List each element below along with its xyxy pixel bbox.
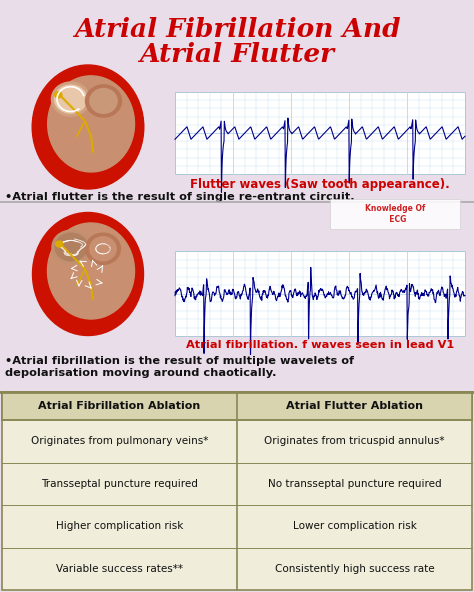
Ellipse shape (55, 92, 62, 98)
Text: Variable success rates**: Variable success rates** (56, 564, 183, 574)
Text: Consistently high success rate: Consistently high success rate (275, 564, 434, 574)
Text: •Atrial flutter is the result of single re-entrant circuit.: •Atrial flutter is the result of single … (5, 192, 355, 202)
Text: Flutter waves (Saw tooth appearance).: Flutter waves (Saw tooth appearance). (190, 178, 450, 191)
Bar (2, 392, 472, 420)
Text: Originates from pulmonary veins*: Originates from pulmonary veins* (31, 436, 208, 446)
Text: No transseptal puncture required: No transseptal puncture required (268, 479, 441, 489)
Text: Transseptal puncture required: Transseptal puncture required (41, 479, 198, 489)
Text: Atrial Fibrillation Ablation: Atrial Fibrillation Ablation (38, 401, 201, 411)
Ellipse shape (33, 213, 144, 336)
Text: Atrial Fibrillation And: Atrial Fibrillation And (73, 17, 401, 42)
Ellipse shape (52, 230, 91, 264)
Ellipse shape (90, 89, 117, 113)
Text: Originates from tricuspid annulus*: Originates from tricuspid annulus* (264, 436, 445, 446)
Ellipse shape (86, 233, 120, 265)
Ellipse shape (55, 233, 87, 261)
Ellipse shape (85, 85, 121, 117)
Ellipse shape (55, 241, 63, 247)
Text: Atrial Flutter Ablation: Atrial Flutter Ablation (286, 401, 423, 411)
Text: Knowledge Of
  ECG: Knowledge Of ECG (365, 204, 425, 224)
Bar (330, 199, 460, 229)
Ellipse shape (32, 65, 144, 189)
Text: •Atrial fibrillation is the result of multiple wavelets of
depolarisation moving: •Atrial fibrillation is the result of mu… (5, 356, 354, 378)
Bar (175, 92, 465, 174)
Ellipse shape (48, 76, 135, 172)
Ellipse shape (90, 237, 116, 261)
Ellipse shape (47, 223, 135, 319)
Ellipse shape (55, 85, 87, 113)
Text: Higher complication risk: Higher complication risk (56, 521, 183, 531)
Text: Atrial Flutter: Atrial Flutter (139, 42, 335, 67)
Text: Atrial fibrillation. f waves seen in lead V1: Atrial fibrillation. f waves seen in lea… (186, 340, 454, 350)
Ellipse shape (51, 82, 90, 116)
Bar (175, 251, 465, 336)
Bar (2, 392, 472, 590)
Text: Lower complication risk: Lower complication risk (292, 521, 417, 531)
